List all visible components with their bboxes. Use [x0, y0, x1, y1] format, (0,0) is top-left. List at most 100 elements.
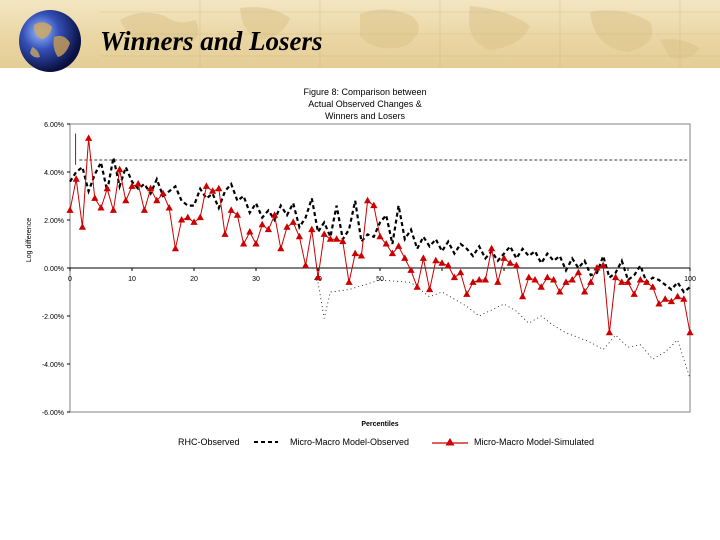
simulated-point [97, 204, 105, 211]
simulated-point [618, 278, 626, 285]
simulated-point [165, 204, 173, 211]
x-tick-label: 10 [128, 276, 136, 283]
simulated-point [295, 232, 303, 240]
simulated-point [308, 225, 316, 233]
simulated-point [655, 300, 663, 307]
simulated-point [277, 244, 285, 252]
simulated-point [351, 249, 359, 257]
simulated-point [190, 218, 198, 225]
y-axis-title: Log difference [26, 218, 33, 262]
simulated-point [531, 276, 539, 283]
simulated-point [209, 187, 217, 194]
simulated-point [246, 228, 254, 235]
simulated-point [562, 278, 570, 285]
y-tick-label: 2.00% [44, 218, 64, 225]
x-tick-label: 100 [684, 276, 696, 283]
legend-item-rhc: RHC-Observed [178, 437, 278, 447]
simulated-point [122, 196, 130, 204]
simulated-point [581, 288, 589, 295]
simulated-point [463, 290, 471, 297]
simulated-point [574, 268, 582, 276]
simulated-point [289, 218, 297, 225]
chart-title-line-3: Winners and Losers [324, 111, 406, 121]
chart-title-line-2: Actual Observed Changes & [308, 99, 422, 109]
simulated-point [339, 237, 347, 245]
simulated-point [320, 230, 328, 237]
simulated-point [667, 297, 675, 305]
simulated-point [674, 292, 682, 300]
simulated-point [612, 273, 620, 281]
simulated-point [636, 276, 644, 283]
simulated-point [587, 278, 595, 285]
legend-item-observed: Micro-Macro Model-Observed [290, 437, 409, 447]
simulated-point [109, 206, 117, 213]
simulated-point [599, 261, 607, 269]
legend-label-rhc: RHC-Observed [178, 437, 240, 447]
simulated-point [469, 278, 477, 285]
simulated-point [252, 240, 260, 247]
simulated-point [171, 244, 179, 252]
simulated-point [643, 278, 651, 285]
legend-label-simulated: Micro-Macro Model-Simulated [474, 437, 595, 447]
simulated-point [314, 273, 322, 281]
simulated-point [333, 235, 341, 242]
simulated-point [221, 230, 229, 237]
simulated-point [91, 194, 99, 201]
simulated-point [680, 295, 688, 302]
simulated-point [543, 273, 551, 281]
chart-title: Figure 8: Comparison between Actual Obse… [250, 86, 480, 122]
simulated-point [370, 201, 378, 209]
simulated-point [407, 266, 415, 273]
simulated-point [686, 328, 694, 336]
simulated-point [196, 213, 204, 221]
y-tick-label: -4.00% [42, 362, 64, 369]
simulated-point [550, 276, 558, 283]
simulated-point [488, 244, 496, 252]
simulated-point [376, 232, 384, 240]
simulated-point [593, 264, 601, 271]
simulated-point [401, 254, 409, 261]
simulated-point [568, 276, 576, 283]
simulated-point [184, 213, 192, 221]
chart-title-line-1: Figure 8: Comparison between [303, 87, 427, 97]
simulated-point [134, 180, 142, 187]
simulated-point [388, 249, 396, 257]
simulated-point [326, 235, 334, 242]
simulated-point [556, 288, 564, 295]
x-tick-label: 30 [252, 276, 260, 283]
world-map-background [100, 0, 720, 68]
simulated-point [283, 223, 291, 230]
simulated-point [413, 283, 421, 290]
x-axis-title: Percentiles [361, 421, 398, 428]
legend-item-simulated: Micro-Macro Model-Simulated [432, 437, 594, 447]
simulated-point [116, 165, 124, 173]
simulated-point [140, 206, 148, 213]
simulated-point [605, 328, 613, 336]
legend-label-observed: Micro-Macro Model-Observed [290, 437, 410, 447]
simulated-point [227, 206, 235, 213]
simulated-point [153, 196, 161, 204]
simulated-point [444, 261, 452, 269]
simulated-point [215, 184, 223, 192]
y-tick-label: -6.00% [42, 410, 64, 417]
simulated-point [438, 259, 446, 266]
legend-swatch-triangle [432, 438, 468, 446]
y-tick-label: 0.00% [44, 266, 64, 273]
x-tick-label: 0 [68, 276, 72, 283]
simulated-point [159, 189, 167, 197]
simulated-point [506, 259, 514, 266]
legend-swatch-dashed [253, 441, 278, 443]
simulated-point [233, 211, 241, 218]
series-line-model-observed [69, 157, 691, 294]
simulated-point [432, 256, 440, 264]
simulated-point [264, 225, 272, 233]
x-tick-label: 50 [376, 276, 384, 283]
simulated-point [66, 206, 74, 213]
simulated-point [475, 276, 483, 283]
simulated-point [357, 252, 365, 259]
simulated-point [395, 242, 403, 249]
simulated-point [649, 283, 657, 290]
simulated-point [450, 273, 458, 281]
x-tick-label: 20 [190, 276, 198, 283]
simulated-point [258, 220, 266, 228]
